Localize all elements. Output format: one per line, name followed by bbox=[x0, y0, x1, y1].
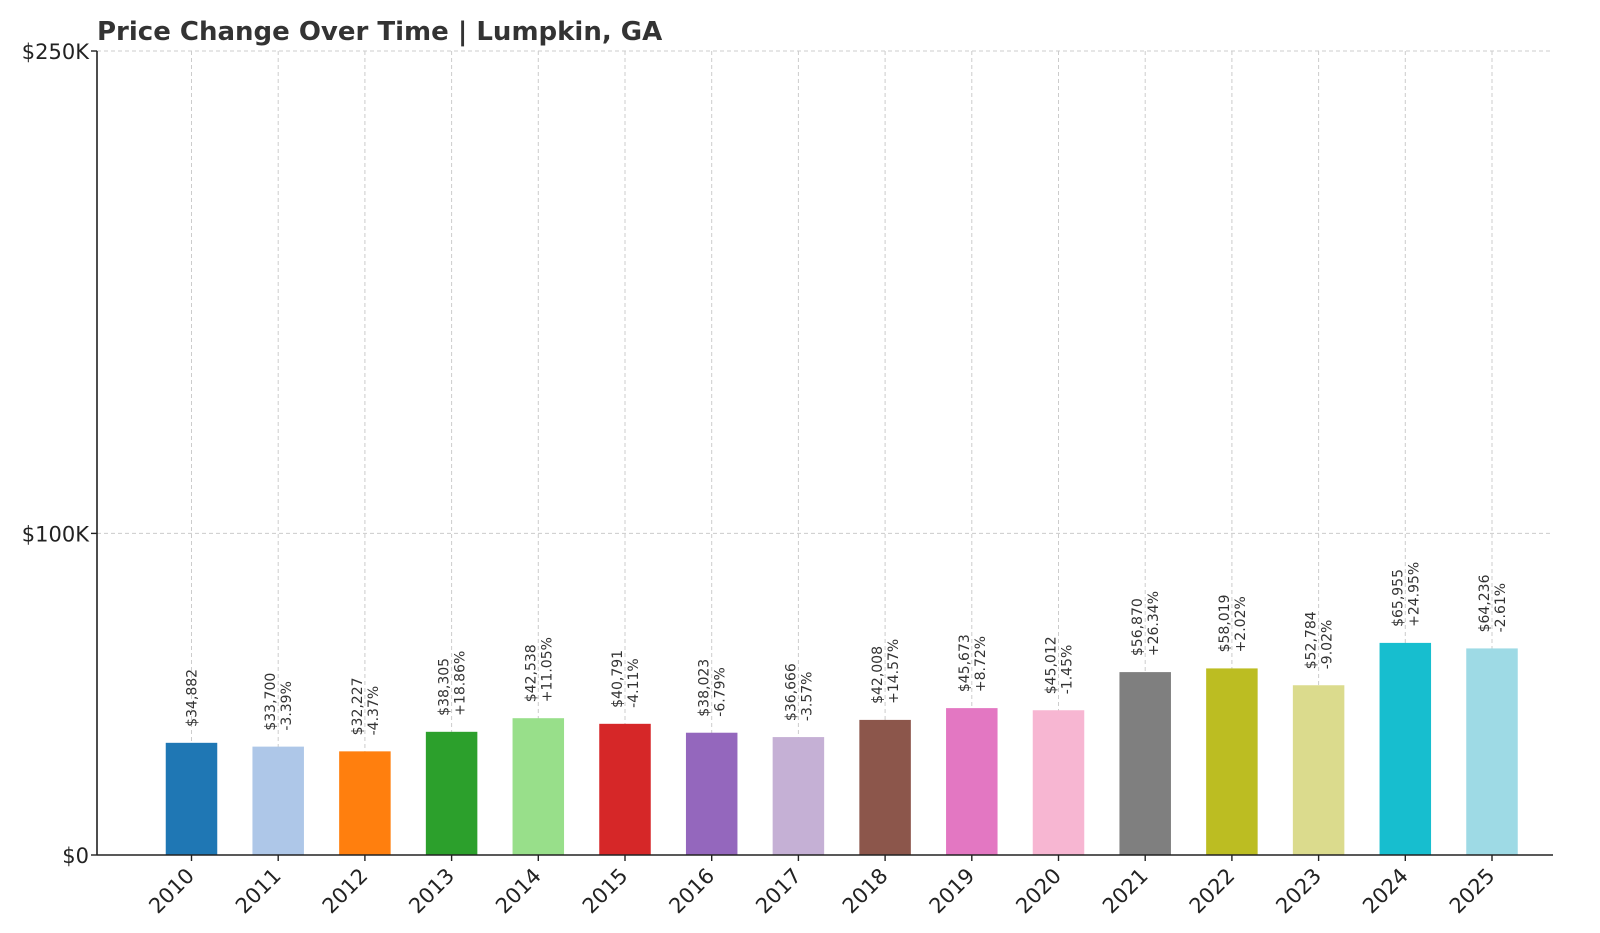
x-tick-label-2017: 2017 bbox=[751, 864, 806, 919]
change-label-2019: +8.72% bbox=[973, 636, 989, 692]
bar-2025 bbox=[1466, 648, 1518, 855]
bar-2013 bbox=[425, 731, 478, 855]
chart-title: Price Change Over Time | Lumpkin, GA bbox=[97, 17, 662, 47]
value-label-2024: $65,955 bbox=[1390, 569, 1406, 627]
value-label-2014: $42,538 bbox=[523, 644, 539, 702]
x-tick-label-2015: 2015 bbox=[578, 864, 633, 919]
value-label-2017: $36,666 bbox=[783, 663, 799, 721]
value-label-2025: $64,236 bbox=[1477, 574, 1493, 632]
value-label-2023: $52,784 bbox=[1304, 611, 1320, 669]
bar-2012 bbox=[339, 751, 391, 855]
change-label-2011: -3.39% bbox=[279, 681, 295, 731]
bar-2017 bbox=[772, 737, 825, 855]
x-tick-label-2025: 2025 bbox=[1445, 864, 1500, 919]
x-tick-label-2022: 2022 bbox=[1185, 864, 1240, 919]
grid-layer bbox=[97, 50, 1553, 855]
x-tick-label-2010: 2010 bbox=[144, 864, 199, 919]
y-tick-label: $0 bbox=[62, 844, 89, 868]
bar-2020 bbox=[1032, 710, 1085, 855]
x-tick-label-2016: 2016 bbox=[664, 864, 719, 919]
bar-2024 bbox=[1379, 642, 1432, 855]
y-tick-label: $250K bbox=[22, 40, 90, 64]
change-label-2013: +18.86% bbox=[453, 651, 469, 716]
x-tick-label-2012: 2012 bbox=[318, 864, 373, 919]
bar-2019 bbox=[946, 708, 998, 855]
x-tick-label-2019: 2019 bbox=[925, 864, 980, 919]
bar-layer bbox=[165, 642, 1518, 855]
bar-2023 bbox=[1292, 685, 1345, 855]
bar-2010 bbox=[165, 742, 218, 855]
value-label-2020: $45,012 bbox=[1044, 636, 1060, 694]
value-label-2013: $38,305 bbox=[437, 658, 453, 716]
change-label-2014: +11.05% bbox=[539, 637, 555, 702]
value-label-2015: $40,791 bbox=[610, 650, 626, 708]
bar-2016 bbox=[685, 732, 738, 855]
change-label-2021: +26.34% bbox=[1146, 591, 1162, 656]
bar-2022 bbox=[1206, 668, 1258, 855]
change-label-2016: -6.79% bbox=[713, 667, 729, 717]
bar-2018 bbox=[859, 719, 911, 855]
change-label-2012: -4.37% bbox=[366, 686, 382, 736]
change-label-2024: +24.95% bbox=[1406, 562, 1422, 627]
change-label-2023: -9.02% bbox=[1320, 620, 1336, 670]
change-label-2018: +14.57% bbox=[886, 639, 902, 704]
x-tick-label-2018: 2018 bbox=[838, 864, 893, 919]
bar-2021 bbox=[1119, 672, 1171, 855]
change-label-2022: +2.02% bbox=[1233, 596, 1249, 652]
value-label-2012: $32,227 bbox=[350, 677, 366, 735]
x-tick-label-2013: 2013 bbox=[404, 864, 459, 919]
change-label-2017: -3.57% bbox=[799, 672, 815, 722]
y-tick-label: $100K bbox=[22, 522, 90, 546]
value-label-2021: $56,870 bbox=[1130, 598, 1146, 656]
x-tick-label-2024: 2024 bbox=[1358, 864, 1413, 919]
bar-2014 bbox=[512, 718, 565, 855]
change-label-2025: -2.61% bbox=[1493, 583, 1509, 633]
value-label-2022: $58,019 bbox=[1217, 595, 1233, 653]
x-tick-label-2014: 2014 bbox=[491, 864, 546, 919]
x-tick-label-2021: 2021 bbox=[1098, 864, 1153, 919]
x-tick-label-2011: 2011 bbox=[231, 864, 286, 919]
data-label-layer: $34,882 $33,700 -3.39% $32,227 -4.37% $38,305… bbox=[185, 562, 1510, 736]
value-label-2018: $42,008 bbox=[870, 646, 886, 704]
value-label-2011: $33,700 bbox=[263, 673, 279, 731]
change-label-2015: -4.11% bbox=[626, 658, 642, 708]
value-label-2016: $38,023 bbox=[697, 659, 713, 717]
x-tick-label-2023: 2023 bbox=[1271, 864, 1326, 919]
value-label-2010: $34,882 bbox=[185, 669, 201, 727]
change-label-2020: -1.45% bbox=[1060, 645, 1076, 695]
bar-2011 bbox=[252, 746, 304, 855]
value-label-2019: $45,673 bbox=[957, 634, 973, 692]
x-tick-label-2020: 2020 bbox=[1011, 864, 1066, 919]
bar-2015 bbox=[599, 723, 651, 855]
